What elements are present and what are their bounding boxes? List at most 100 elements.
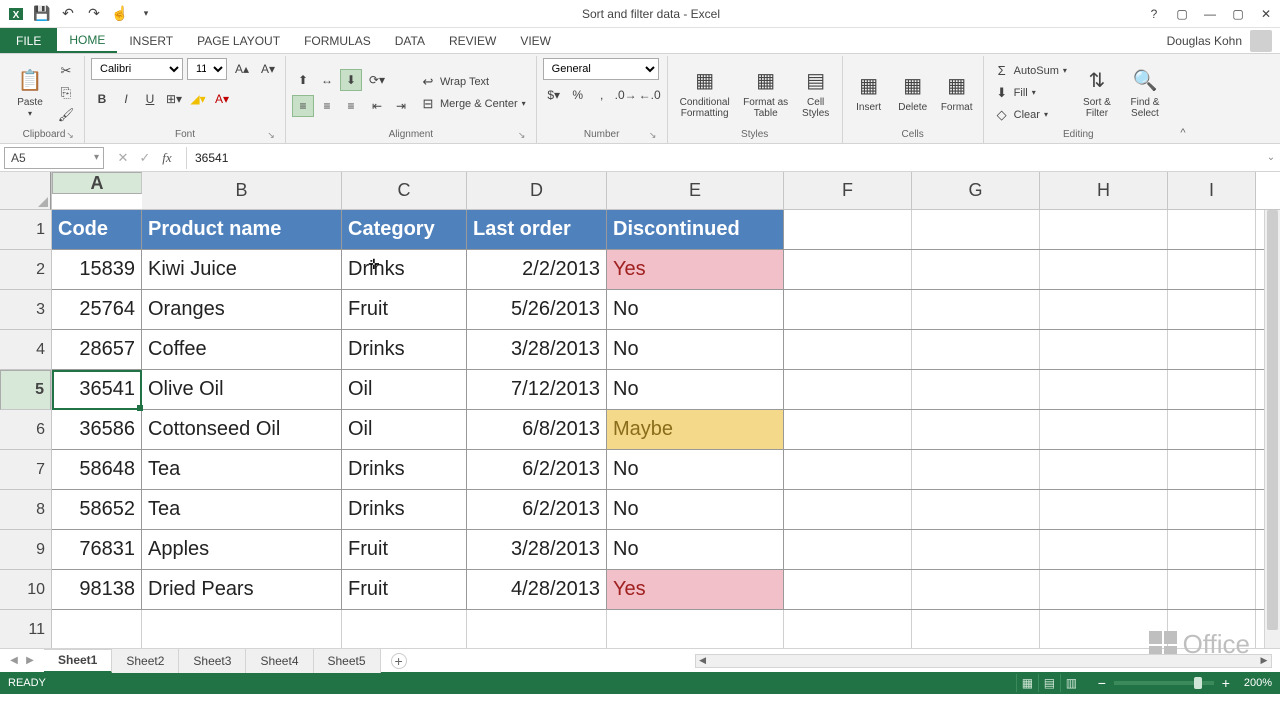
cell-empty[interactable] — [1040, 490, 1168, 529]
cell-empty[interactable] — [342, 610, 467, 648]
column-header-F[interactable]: F — [784, 172, 912, 209]
row-header-4[interactable]: 4 — [0, 330, 51, 370]
cell-empty[interactable] — [1168, 290, 1256, 329]
name-box[interactable]: A5 — [4, 147, 104, 169]
cell-D9[interactable]: 3/28/2013 — [467, 530, 607, 569]
cell-empty[interactable] — [1168, 410, 1256, 449]
align-left-icon[interactable]: ≡ — [292, 95, 314, 117]
decrease-decimal-icon[interactable]: ←.0 — [639, 84, 661, 106]
column-header-E[interactable]: E — [607, 172, 784, 209]
column-header-G[interactable]: G — [912, 172, 1040, 209]
tab-review[interactable]: REVIEW — [437, 28, 508, 53]
cell-empty[interactable] — [912, 570, 1040, 609]
row-header-2[interactable]: 2 — [0, 250, 51, 290]
cell-empty[interactable] — [467, 610, 607, 648]
clipboard-launcher-icon[interactable]: ↘ — [64, 129, 76, 141]
cell-empty[interactable] — [912, 530, 1040, 569]
cell-D5[interactable]: 7/12/2013 — [467, 370, 607, 409]
row-header-9[interactable]: 9 — [0, 530, 51, 570]
cell-C3[interactable]: Fruit — [342, 290, 467, 329]
italic-button[interactable]: I — [115, 88, 137, 110]
minimize-icon[interactable]: — — [1196, 2, 1224, 26]
cell-A3[interactable]: 25764 — [52, 290, 142, 329]
cell-empty[interactable] — [912, 610, 1040, 648]
touch-mode-icon[interactable]: ☝ — [108, 2, 132, 26]
decrease-indent-icon[interactable]: ⇤ — [366, 95, 388, 117]
cell-empty[interactable] — [1168, 370, 1256, 409]
align-right-icon[interactable]: ≡ — [340, 95, 362, 117]
row-header-6[interactable]: 6 — [0, 410, 51, 450]
zoom-out-button[interactable]: − — [1094, 675, 1110, 691]
header-cell-product-name[interactable]: Product name — [142, 210, 342, 249]
cell-empty[interactable] — [912, 290, 1040, 329]
enter-formula-icon[interactable]: ✓ — [134, 147, 156, 169]
zoom-in-button[interactable]: + — [1218, 675, 1234, 691]
cell-A5[interactable]: 36541 — [52, 370, 142, 409]
font-launcher-icon[interactable]: ↘ — [265, 129, 277, 141]
cell-B4[interactable]: Coffee — [142, 330, 342, 369]
row-header-3[interactable]: 3 — [0, 290, 51, 330]
save-icon[interactable]: 💾 — [30, 2, 54, 26]
cell-empty[interactable] — [912, 450, 1040, 489]
help-icon[interactable]: ? — [1140, 2, 1168, 26]
cell-empty[interactable] — [1168, 570, 1256, 609]
sheet-nav-prev-icon[interactable]: ◀ — [6, 655, 22, 666]
column-header-H[interactable]: H — [1040, 172, 1168, 209]
header-cell-last-order[interactable]: Last order — [467, 210, 607, 249]
cell-empty[interactable] — [784, 250, 912, 289]
autosum-button[interactable]: ΣAutoSum▾ — [990, 61, 1071, 81]
cell-empty[interactable] — [1168, 490, 1256, 529]
cell-empty[interactable] — [784, 570, 912, 609]
cell-C5[interactable]: Oil — [342, 370, 467, 409]
alignment-launcher-icon[interactable]: ↘ — [516, 129, 528, 141]
header-cell-code[interactable]: Code — [52, 210, 142, 249]
row-header-10[interactable]: 10 — [0, 570, 51, 610]
cell-empty[interactable] — [1168, 250, 1256, 289]
cell-empty[interactable] — [912, 410, 1040, 449]
cell-C7[interactable]: Drinks — [342, 450, 467, 489]
sheet-nav-next-icon[interactable]: ▶ — [22, 655, 38, 666]
cell-B10[interactable]: Dried Pears — [142, 570, 342, 609]
percent-icon[interactable]: % — [567, 84, 589, 106]
clear-button[interactable]: ◇Clear▾ — [990, 105, 1071, 125]
increase-decimal-icon[interactable]: .0→ — [615, 84, 637, 106]
page-break-view-icon[interactable]: ▥ — [1060, 674, 1082, 692]
tab-insert[interactable]: INSERT — [117, 28, 185, 53]
align-top-icon[interactable]: ⬆ — [292, 69, 314, 91]
cell-E7[interactable]: No — [607, 450, 784, 489]
formula-input[interactable]: 36541 — [186, 147, 1262, 169]
cell-C6[interactable]: Oil — [342, 410, 467, 449]
cut-button[interactable]: ✂ — [54, 61, 78, 81]
cell-empty[interactable] — [784, 210, 912, 249]
sheet-tab-sheet2[interactable]: Sheet2 — [112, 649, 179, 673]
cell-D7[interactable]: 6/2/2013 — [467, 450, 607, 489]
insert-cells-button[interactable]: ▦Insert — [849, 68, 889, 117]
column-header-D[interactable]: D — [467, 172, 607, 209]
tab-formulas[interactable]: FORMULAS — [292, 28, 383, 53]
cell-C4[interactable]: Drinks — [342, 330, 467, 369]
cell-D2[interactable]: 2/2/2013 — [467, 250, 607, 289]
cell-empty[interactable] — [1040, 530, 1168, 569]
accounting-icon[interactable]: $▾ — [543, 84, 565, 106]
format-as-table-button[interactable]: ▦Format as Table — [740, 63, 792, 123]
zoom-thumb[interactable] — [1194, 677, 1202, 689]
font-size-select[interactable]: 11 — [187, 58, 227, 80]
cell-D3[interactable]: 5/26/2013 — [467, 290, 607, 329]
normal-view-icon[interactable]: ▦ — [1016, 674, 1038, 692]
row-header-7[interactable]: 7 — [0, 450, 51, 490]
sheet-tab-sheet3[interactable]: Sheet3 — [179, 649, 246, 673]
increase-indent-icon[interactable]: ⇥ — [390, 95, 412, 117]
cell-D4[interactable]: 3/28/2013 — [467, 330, 607, 369]
fx-icon[interactable]: fx — [156, 147, 178, 169]
cancel-formula-icon[interactable]: ✕ — [112, 147, 134, 169]
redo-icon[interactable]: ↷ — [82, 2, 106, 26]
comma-icon[interactable]: , — [591, 84, 613, 106]
cell-B8[interactable]: Tea — [142, 490, 342, 529]
header-cell-discontinued[interactable]: Discontinued — [607, 210, 784, 249]
cell-empty[interactable] — [912, 330, 1040, 369]
conditional-formatting-button[interactable]: ▦Conditional Formatting — [674, 63, 736, 123]
font-name-select[interactable]: Calibri — [91, 58, 183, 80]
cell-empty[interactable] — [784, 370, 912, 409]
cell-C2[interactable]: Drinks — [342, 250, 467, 289]
cell-B5[interactable]: Olive Oil — [142, 370, 342, 409]
